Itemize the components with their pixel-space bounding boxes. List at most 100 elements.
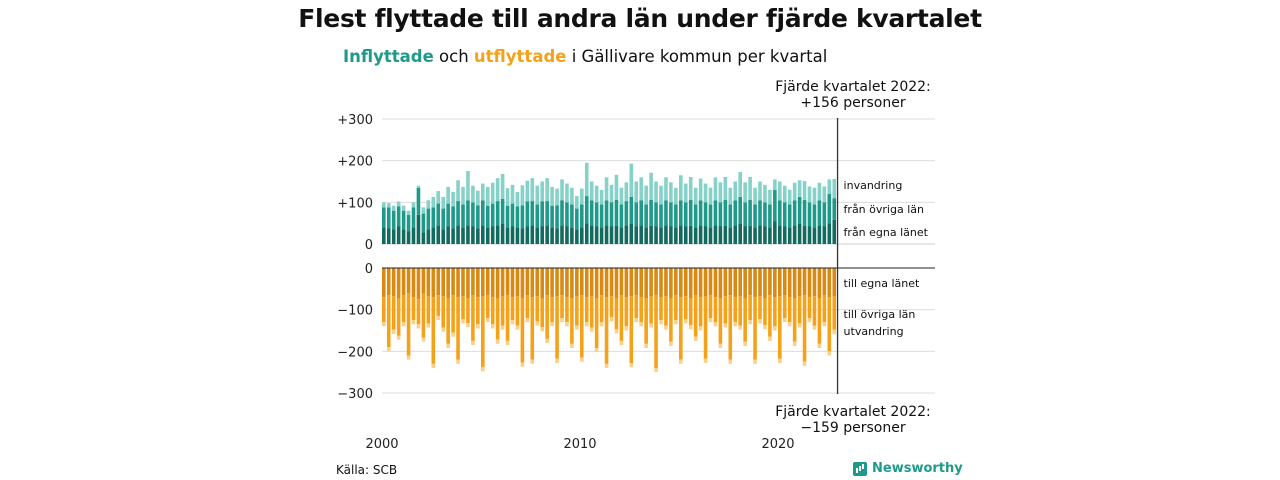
bar-in-segment (688, 176, 693, 200)
bar-in-segment (515, 191, 520, 207)
bar-out-segment (659, 320, 663, 325)
bar-out-segment (456, 359, 460, 364)
bar-out-segment (416, 299, 421, 325)
bar-in-segment (659, 185, 663, 205)
bar-in-segment (565, 226, 569, 244)
bar-in-segment (560, 179, 564, 201)
bar-in-segment (570, 227, 574, 244)
bar-in-segment (599, 227, 604, 244)
bar-out-segment (431, 363, 436, 368)
bar-out-segment (624, 326, 629, 331)
x-tick-label: 2000 (365, 437, 398, 452)
bar-out-segment (520, 362, 525, 367)
bar-in-segment (461, 186, 465, 205)
bar-in-segment (411, 227, 416, 244)
bar-in-segment (485, 186, 490, 206)
bar-in-segment (436, 191, 441, 204)
bar-in-segment (693, 227, 698, 244)
bar-in-segment (782, 226, 787, 244)
bar-in-segment (624, 201, 629, 226)
bar-in-segment (649, 199, 653, 226)
bar-out-segment (624, 268, 629, 298)
brand: Newsworthy (853, 461, 963, 476)
bar-in-segment (436, 203, 441, 226)
bar-in-segment (391, 210, 396, 230)
bar-out-segment (604, 268, 609, 298)
bar-in-segment (619, 227, 624, 244)
bar-out-segment (619, 268, 624, 296)
bar-out-segment (758, 296, 762, 320)
bar-out-segment (525, 268, 530, 296)
bar-in-segment (490, 226, 495, 244)
bar-out-segment (545, 268, 549, 296)
bar-out-segment (817, 298, 822, 344)
bar-out-segment (787, 322, 792, 327)
bar-in-segment (659, 204, 663, 228)
bar-in-segment (421, 213, 426, 233)
bar-out-segment (768, 268, 772, 296)
bar-in-segment (698, 200, 703, 226)
bar-out-segment (629, 296, 634, 363)
bar-out-segment (713, 268, 718, 298)
bar-out-segment (753, 297, 757, 360)
bar-in-segment (748, 176, 752, 200)
bar-in-segment (797, 180, 802, 197)
bar-out-segment (441, 327, 445, 332)
bar-in-segment (456, 225, 460, 244)
bar-out-segment (649, 268, 653, 297)
annotation-top: Fjärde kvartalet 2022: +156 personer (753, 79, 953, 111)
bar-out-segment (584, 268, 589, 298)
bar-in-segment (520, 205, 525, 229)
bar-out-segment (550, 322, 554, 327)
series-label-till-egna-lanet: till egna länet (844, 277, 920, 290)
bar-out-segment (629, 363, 634, 368)
bar-out-segment (713, 297, 718, 323)
bar-in-segment (827, 179, 832, 194)
bar-out-segment (421, 268, 426, 294)
bar-in-segment (570, 204, 574, 228)
bar-in-segment (614, 174, 619, 200)
bar-in-segment (817, 200, 822, 226)
bar-out-segment (416, 268, 421, 300)
bar-in-segment (545, 201, 549, 226)
y-tick-label-top: +300 (337, 113, 373, 128)
bar-out-segment (530, 268, 535, 298)
bar-in-segment (619, 187, 624, 205)
bar-out-segment (406, 293, 411, 356)
bar-in-segment (416, 214, 421, 244)
bar-in-segment (589, 200, 594, 226)
bar-out-segment (664, 325, 668, 330)
y-tick-label-bottom: −200 (337, 345, 373, 360)
bar-in-segment (382, 207, 386, 228)
bar-in-segment (540, 201, 544, 227)
bar-in-segment (505, 188, 510, 206)
bar-out-segment (426, 323, 431, 328)
bar-out-segment (540, 268, 544, 298)
bar-in-segment (441, 196, 445, 209)
bar-out-segment (411, 268, 416, 298)
bar-out-segment (768, 295, 772, 337)
bar-in-segment (530, 178, 535, 202)
bar-out-segment (649, 323, 653, 328)
bar-out-segment (461, 268, 465, 297)
bar-in-segment (599, 204, 604, 228)
bar-in-segment (639, 225, 643, 244)
bar-out-segment (446, 298, 450, 344)
bar-in-segment (525, 226, 530, 244)
bar-out-segment (807, 297, 812, 318)
bar-out-segment (812, 296, 817, 326)
bar-in-segment (624, 225, 629, 244)
bar-out-segment (693, 336, 698, 341)
bar-in-segment (664, 177, 668, 201)
bar-in-segment (644, 185, 648, 205)
bar-in-segment (644, 204, 648, 228)
bar-in-segment (406, 210, 411, 215)
bar-in-segment (822, 202, 827, 227)
bar-in-segment (787, 189, 792, 205)
bar-in-segment (713, 225, 718, 244)
bar-in-segment (451, 206, 455, 229)
bar-in-segment (396, 201, 401, 207)
bar-out-segment (629, 268, 634, 297)
bar-out-segment (782, 268, 787, 296)
bar-in-segment (688, 199, 693, 226)
